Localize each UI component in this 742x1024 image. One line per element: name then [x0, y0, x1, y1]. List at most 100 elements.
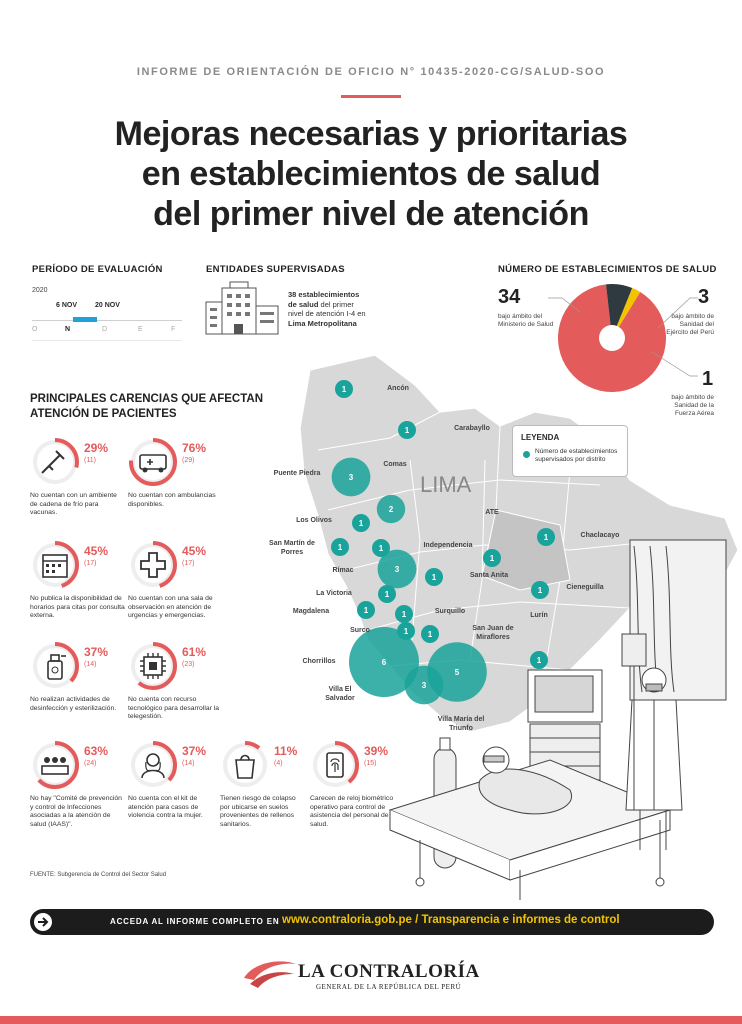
progress-ring-fill	[129, 642, 177, 690]
carencia-description: No cuenta con el kit de atención para ca…	[128, 795, 203, 820]
establishments-pie-chart	[558, 284, 666, 392]
timeline-month: F	[171, 326, 176, 333]
carencias-heading: PRINCIPALES CARENCIAS QUE AFECTAN ATENCI…	[30, 392, 280, 422]
district-bubble	[537, 528, 555, 546]
district-bubbles: 1 1 3 2 1 1 1 1 1 3 1 1 1 1 1 1 1 1 6 3 5	[331, 380, 555, 705]
district-count: 3	[422, 681, 427, 690]
tech-chip-icon	[140, 653, 166, 679]
legend-title: LEYENDA	[521, 433, 560, 442]
carencia-description: No realizan actividades de desinfección …	[30, 696, 117, 712]
divider	[32, 340, 182, 341]
district-bubble	[372, 539, 390, 557]
progress-ring	[31, 541, 79, 589]
logo-name: LA CONTRALORÍA	[298, 961, 480, 982]
periodo-end: 20 NOV	[95, 302, 120, 309]
progress-ring-fill	[31, 741, 79, 789]
district-bubble	[427, 642, 487, 702]
carencia-description: No publica la disponibilidad de horarios…	[30, 595, 125, 620]
carencia-percent: 45%	[84, 544, 109, 558]
district-count: 1	[537, 656, 542, 665]
carencia-count: (17)	[182, 560, 195, 567]
entidades-heading: ENTIDADES SUPERVISADAS	[206, 264, 345, 275]
carencia-description: No cuentan con un ambiente de cadena de …	[30, 492, 117, 517]
district-count: 1	[404, 627, 409, 636]
timeline-period-bar	[73, 317, 97, 322]
district-count: 1	[338, 543, 343, 552]
district-bubble	[377, 549, 417, 589]
progress-ring	[221, 741, 269, 789]
district-bubble	[376, 494, 406, 524]
district-label: Carabayllo	[454, 425, 490, 432]
carencia-percent: 37%	[84, 645, 109, 659]
timeline-month: E	[138, 326, 143, 333]
hospital-illustration	[388, 539, 727, 900]
district-count: 3	[349, 473, 354, 482]
district-count: 6	[382, 658, 387, 667]
pie-slice	[612, 287, 641, 338]
page-title: Mejoras necesarias y prioritarias en est…	[20, 114, 722, 234]
district-label: La Victoria	[316, 590, 352, 597]
legend-bubble-icon	[523, 451, 530, 458]
district-label: Comas	[383, 461, 407, 468]
map-legend: LEYENDA Número de establecimientos super…	[512, 425, 628, 477]
district-count: 1	[405, 426, 410, 435]
district-count: 1	[538, 586, 543, 595]
calendar-icon	[42, 554, 68, 578]
periodo-start: 6 NOV	[56, 302, 78, 309]
progress-ring-fill	[221, 741, 269, 789]
timeline-month-active: N	[65, 326, 71, 333]
carencia-percent: 76%	[182, 441, 207, 455]
district-label: Rímac	[332, 567, 354, 574]
district-count: 1	[359, 519, 364, 528]
numero-heading: NÚMERO DE ESTABLECIMIENTOS DE SALUD	[498, 264, 717, 275]
waste-bag-icon	[235, 754, 255, 779]
carencia-count: (29)	[182, 457, 195, 464]
district-bubble	[421, 625, 439, 643]
carencia-description: No cuenta con recurso tecnológico para d…	[128, 696, 220, 721]
cta-bar[interactable]	[30, 909, 714, 935]
district-count: 2	[389, 505, 394, 514]
legend-text: Número de establecimientos supervisados …	[535, 448, 618, 463]
district-label: San Martín de Porres	[269, 540, 315, 556]
progress-ring	[129, 541, 177, 589]
ambulance-icon	[139, 454, 167, 473]
carencia-description: Tienen riesgo de colapso por ubicarse en…	[220, 795, 296, 828]
district-count: 3	[395, 565, 400, 574]
progress-ring	[311, 741, 359, 789]
district-count: 1	[402, 610, 407, 619]
district-bubble	[378, 585, 396, 603]
progress-ring	[129, 642, 177, 690]
progress-ring-fill	[129, 438, 177, 486]
carencia-description: No hay "Comité de prevención y control d…	[30, 795, 122, 828]
progress-ring	[31, 438, 79, 486]
progress-ring	[31, 741, 79, 789]
district-bubble	[352, 514, 370, 532]
carencia-description: No cuentan con ambulancias disponibles.	[128, 492, 216, 508]
district-bubble	[395, 605, 413, 623]
district-label: Villa María del Triunfo	[437, 716, 485, 732]
report-link[interactable]: www.contraloria.gob.pe / Transparencia e…	[282, 914, 620, 926]
title-divider	[341, 95, 401, 98]
district-count: 1	[379, 544, 384, 553]
carencias-heading-line: PRINCIPALES CARENCIAS QUE AFECTAN	[30, 393, 263, 405]
timeline-axis	[32, 320, 182, 321]
carencia-percent: 37%	[182, 744, 207, 758]
disinfectant-spray-icon	[47, 654, 66, 680]
biometric-clock-icon	[326, 752, 344, 778]
syringe-icon	[41, 450, 65, 474]
district-count: 1	[342, 385, 347, 394]
district-label: Magdalena	[292, 608, 330, 615]
report-code: INFORME DE ORIENTACIÓN DE OFICIO N° 1043…	[136, 66, 606, 78]
district-count: 1	[432, 573, 437, 582]
progress-ring-fill	[311, 741, 359, 789]
callout-lines	[548, 297, 698, 377]
progress-ring-fill	[31, 438, 79, 486]
progress-ring-fill	[129, 541, 177, 589]
district-label: San Juan de Miraflores	[472, 625, 514, 641]
district-count: 1	[385, 590, 390, 599]
district-bubble	[483, 549, 501, 567]
arrow-right-icon[interactable]	[34, 913, 52, 931]
minsa-count: 34	[498, 286, 521, 308]
progress-ring-fill	[31, 642, 79, 690]
carencia-count: (24)	[84, 760, 97, 767]
